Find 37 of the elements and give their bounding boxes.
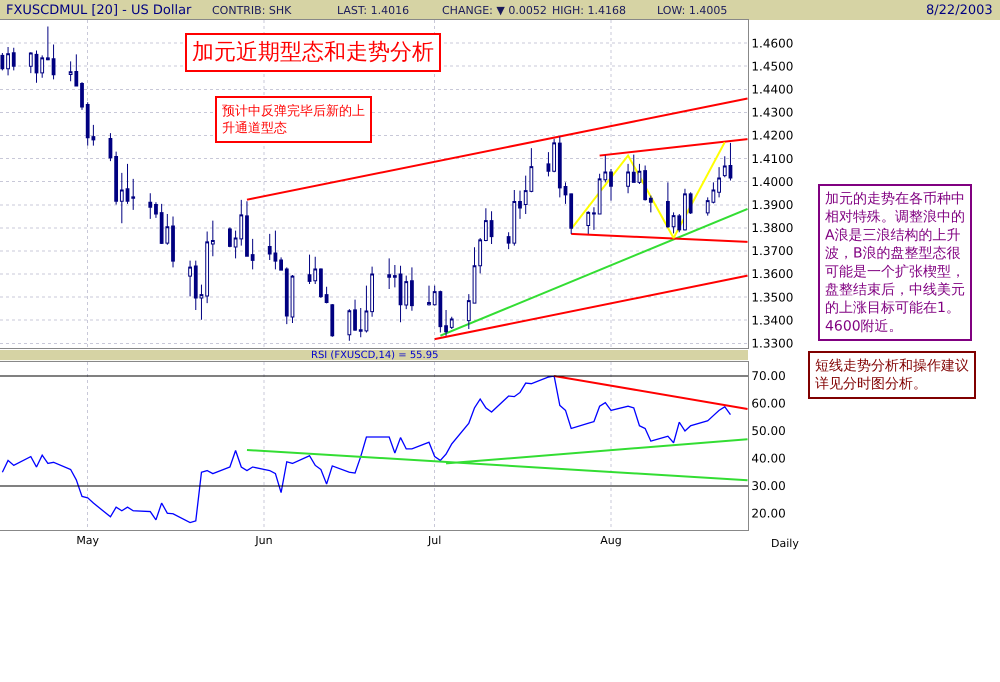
y-tick-label: 1.4500 — [751, 59, 794, 74]
y-tick-label: 60.00 — [751, 396, 786, 411]
y-tick-label: 40.00 — [751, 452, 786, 466]
y-tick-label: 30.00 — [751, 479, 786, 494]
text: 加元的走势在各币种中相对特殊。调整浪中的A浪是三浪结构的上升波，B浪的盘整型态很可能是一个扩张楔型，盘整结束后，中线美元的上涨目标可能在1。4600附近。 — [825, 191, 965, 334]
y-tick-label: 1.4100 — [751, 152, 794, 166]
y-tick-label: 1.4600 — [751, 36, 794, 50]
y-tick-label: 1.4300 — [751, 106, 794, 120]
y-tick-label: 1.3400 — [751, 313, 794, 328]
y-tick-label: 1.3600 — [751, 267, 794, 282]
x-tick-label: Aug — [600, 534, 622, 548]
annotation: 预计中反弹完毕后新的上升通道型态 — [222, 103, 365, 136]
y-tick-label: 1.3500 — [751, 290, 794, 304]
x-tick-label: Jul — [427, 534, 442, 548]
y-tick-label: 1.3700 — [751, 244, 794, 258]
chart-title: FXUSCDMUL [20] - US Dollar — [6, 3, 192, 18]
y-tick-label: 1.3800 — [751, 221, 794, 236]
x-tick-label: Jun — [254, 534, 273, 548]
y-tick-label: 70.00 — [751, 369, 786, 384]
text: CHANGE: ▼ 0.0052 — [442, 4, 547, 17]
text: 8/22/2003 — [926, 3, 993, 18]
text: CONTRIB: SHK — [212, 4, 292, 17]
y-tick-label: 1.4400 — [751, 82, 794, 96]
y-tick-label: 20.00 — [751, 506, 786, 521]
chart-title: RSI (FXUSCD,14) = 55.95 — [311, 350, 438, 361]
text: LOW: 1.4005 — [657, 4, 728, 17]
text: HIGH: 1.4168 — [552, 4, 626, 17]
y-tick-label: 1.3300 — [751, 336, 794, 351]
text: Daily — [771, 537, 800, 550]
y-tick-label: 1.3900 — [751, 198, 794, 212]
y-tick-label: 1.4000 — [751, 174, 794, 189]
y-tick-label: 50.00 — [751, 424, 786, 438]
y-tick-label: 1.4200 — [751, 128, 794, 143]
x-tick-label: May — [76, 534, 100, 548]
text: 短线走势分析和操作建议详见分时图分析。 — [815, 358, 969, 392]
annotation: 加元近期型态和走势分析 — [192, 40, 434, 65]
text: LAST: 1.4016 — [337, 4, 410, 17]
